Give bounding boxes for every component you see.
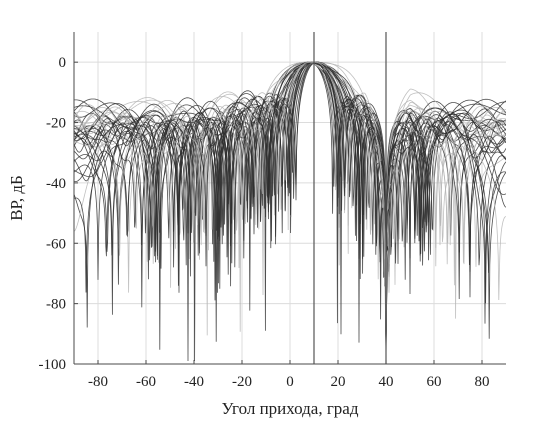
- x-tick-label: -40: [184, 374, 204, 390]
- y-tick-label: -80: [46, 297, 66, 313]
- x-tick-label: -20: [232, 374, 252, 390]
- x-tick-label: 60: [427, 374, 442, 390]
- pattern-curve: [74, 61, 506, 362]
- x-tick-label: 0: [286, 374, 294, 390]
- x-tick-label: 80: [475, 374, 490, 390]
- x-tick-label: 40: [379, 374, 394, 390]
- y-tick-label: -20: [46, 116, 66, 132]
- pattern-curve: [74, 61, 506, 362]
- pattern-curve: [74, 61, 506, 362]
- pattern-curve: [74, 61, 506, 362]
- pattern-curve: [74, 61, 506, 362]
- pattern-curve: [74, 61, 506, 362]
- x-tick-labels: -80 -60 -40 -20 0 20 40 60 80: [88, 374, 490, 390]
- pattern-curves: [74, 61, 506, 362]
- y-tick-label: -100: [39, 357, 67, 373]
- pattern-curve: [74, 61, 506, 362]
- x-tick-label: -60: [136, 374, 156, 390]
- x-tick-label: 20: [331, 374, 346, 390]
- vertical-markers: [313, 32, 387, 364]
- y-tick-label: 0: [59, 55, 67, 71]
- x-axis-label: Угол прихода, град: [221, 399, 358, 418]
- y-tick-label: -40: [46, 176, 66, 192]
- y-tick-label: -60: [46, 236, 66, 252]
- pattern-curve: [74, 61, 506, 362]
- axes: [73, 32, 506, 365]
- y-axis-label: ВР, дБ: [7, 175, 26, 221]
- pattern-curve: [74, 61, 506, 362]
- pattern-curve: [74, 61, 506, 362]
- pattern-curve: [74, 61, 506, 362]
- y-tick-labels: 0 -20 -40 -60 -80 -100: [39, 55, 67, 373]
- pattern-curve: [74, 61, 506, 362]
- x-tick-label: -80: [88, 374, 108, 390]
